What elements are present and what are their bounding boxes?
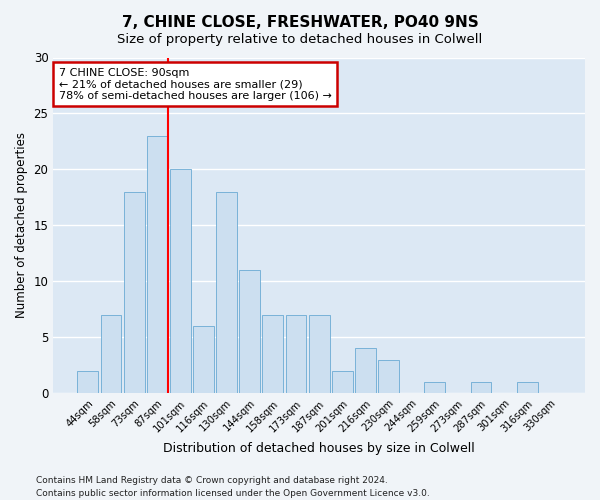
Text: 7 CHINE CLOSE: 90sqm
← 21% of detached houses are smaller (29)
78% of semi-detac: 7 CHINE CLOSE: 90sqm ← 21% of detached h… [59,68,331,101]
Text: Size of property relative to detached houses in Colwell: Size of property relative to detached ho… [118,32,482,46]
Bar [193,326,214,393]
Bar [216,192,237,393]
Bar [470,382,491,393]
Bar [147,136,167,393]
Bar [101,315,121,393]
Bar [378,360,399,393]
Bar [262,315,283,393]
X-axis label: Distribution of detached houses by size in Colwell: Distribution of detached houses by size … [163,442,475,455]
Bar [77,371,98,393]
Bar [517,382,538,393]
Y-axis label: Number of detached properties: Number of detached properties [15,132,28,318]
Bar [239,270,260,393]
Bar [309,315,329,393]
Bar [124,192,145,393]
Text: 7, CHINE CLOSE, FRESHWATER, PO40 9NS: 7, CHINE CLOSE, FRESHWATER, PO40 9NS [122,15,478,30]
Bar [286,315,307,393]
Bar [355,348,376,393]
Bar [424,382,445,393]
Bar [170,170,191,393]
Bar [332,371,353,393]
Text: Contains HM Land Registry data © Crown copyright and database right 2024.
Contai: Contains HM Land Registry data © Crown c… [36,476,430,498]
